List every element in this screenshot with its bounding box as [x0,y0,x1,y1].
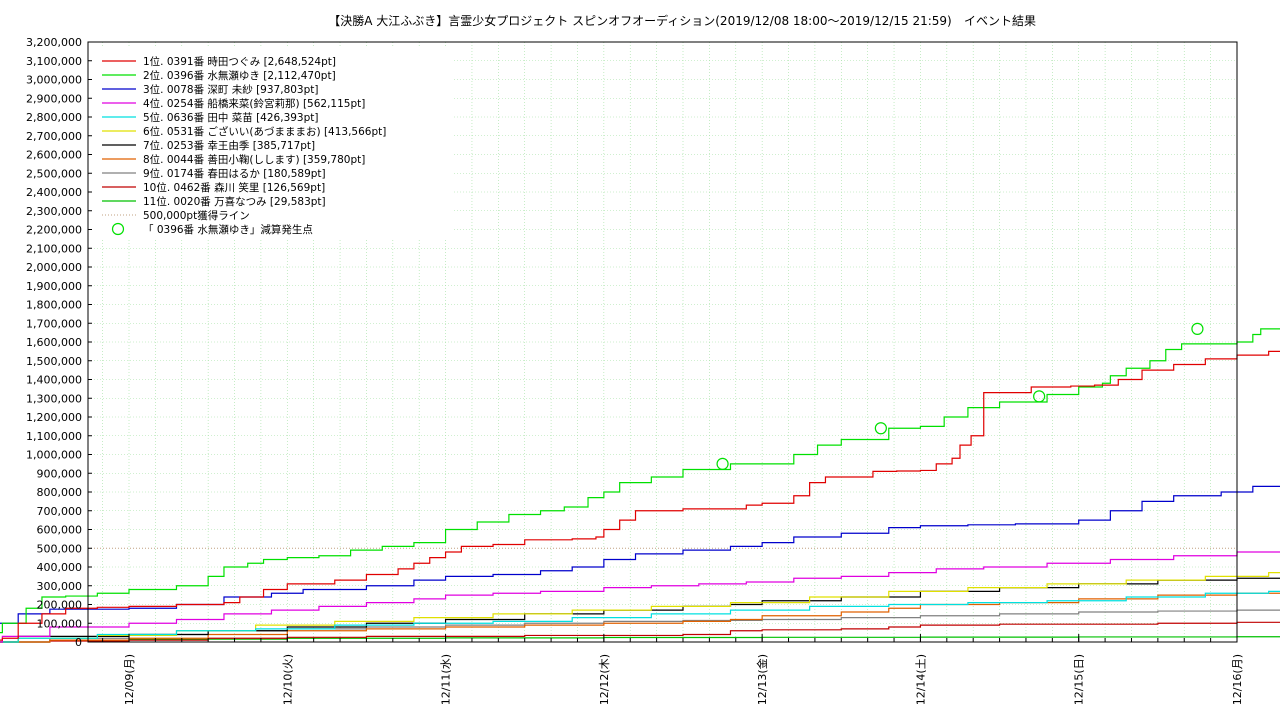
legend-label: 500,000pt獲得ライン [143,209,250,222]
y-tick-label: 1,500,000 [26,355,82,368]
y-tick-label: 400,000 [37,561,83,574]
legend-label: 2位. 0396番 水無瀬ゆき [2,112,470pt] [143,69,336,82]
legend-label: 「 0396番 水無瀬ゆき」減算発生点 [143,223,313,236]
legend-box [92,46,452,239]
x-tick-label: 12/15(日) [1073,654,1086,705]
series-line [0,485,1280,624]
y-tick-label: 1,900,000 [26,280,82,293]
y-tick-label: 900,000 [37,467,83,480]
x-tick-label: 12/16(月) [1231,654,1244,705]
y-tick-label: 0 [75,636,82,649]
y-tick-label: 2,800,000 [26,111,82,124]
y-tick-label: 1,000,000 [26,449,82,462]
deduction-marker [1191,322,1204,335]
y-tick-label: 800,000 [37,486,83,499]
y-tick-label: 1,100,000 [26,430,82,443]
y-axis: 0 100,000 200,000 300,000 400,000 500,000 600,… [26,36,92,649]
y-tick-label: 3,100,000 [26,55,82,68]
series-line [0,577,1280,643]
y-tick-label: 1,700,000 [26,317,82,330]
x-tick-label: 12/11(水) [440,654,453,705]
y-tick-label: 1,400,000 [26,374,82,387]
legend-label: 8位. 0044番 善田小鞠(しします) [359,780pt] [143,153,365,166]
chart-title: 【決勝A 大江ふぶき】言霊少女プロジェクト スピンオフオーディション(2019/… [328,13,952,28]
series-line [0,590,1280,643]
legend-label: 5位. 0636番 田中 菜苗 [426,393pt] [143,111,319,124]
y-tick-label: 300,000 [37,580,83,593]
y-tick-label: 600,000 [37,524,83,537]
deduction-marker [716,457,729,470]
deduction-marker [1033,390,1046,403]
chart-subtitle: イベント結果 [964,14,1036,28]
x-tick-label: 12/14(土) [914,654,927,705]
series-line [0,328,1280,634]
legend-label: 9位. 0174番 春田はるか [180,589pt] [143,167,326,180]
legend-label: 7位. 0253番 幸王由季 [385,717pt] [143,139,315,152]
legend-label: 3位. 0078番 深町 未紗 [937,803pt] [143,83,319,96]
deduction-marker [874,422,887,435]
x-axis: 12/09(月) 12/10(火) 12/11(水) 12/12(木) 12/13(金)… [102,634,1244,705]
y-tick-label: 2,200,000 [26,224,82,237]
y-tick-label: 1,600,000 [26,336,82,349]
y-tick-label: 500,000 [37,542,83,555]
y-tick-label: 2,700,000 [26,130,82,143]
y-tick-label: 1,300,000 [26,392,82,405]
x-tick-label: 12/10(火) [281,654,294,705]
x-tick-label: 12/12(木) [598,654,611,705]
series-line [0,350,1280,641]
y-tick-label: 2,000,000 [26,261,82,274]
y-tick-label: 2,400,000 [26,186,82,199]
legend-label: 1位. 0391番 時田つぐみ [2,648,524pt] [143,55,336,68]
y-tick-label: 2,500,000 [26,167,82,180]
series-line [0,592,1280,643]
y-tick-label: 3,200,000 [26,36,82,49]
markers [716,322,1204,470]
x-tick-label: 12/09(月) [123,654,136,705]
series-line [0,636,1280,643]
legend-marker [111,222,125,236]
y-tick-label: 2,100,000 [26,242,82,255]
x-tick-label: 12/13(金) [755,654,769,705]
legend-label: 10位. 0462番 森川 笑里 [126,569pt] [143,181,325,194]
y-tick-label: 100,000 [37,617,83,630]
y-tick-label: 700,000 [37,505,83,518]
legend-label: 6位. 0531番 ございい(あづまままお) [413,566pt] [143,125,386,138]
y-tick-label: 2,600,000 [26,149,82,162]
y-tick-label: 2,900,000 [26,92,82,105]
y-tick-label: 2,300,000 [26,205,82,218]
y-tick-label: 3,000,000 [26,74,82,87]
legend-label: 11位. 0020番 万喜なつみ [29,583pt] [143,195,326,208]
legend: 1位. 0391番 時田つぐみ [2,648,524pt]2位. 0396番 水… [92,46,452,239]
y-tick-label: 200,000 [37,599,83,612]
legend-label: 4位. 0254番 船橋来菜(鈴宮莉那) [562,115pt] [143,97,365,110]
y-tick-label: 1,800,000 [26,299,82,312]
series-line [0,551,1280,643]
y-tick-label: 1,200,000 [26,411,82,424]
